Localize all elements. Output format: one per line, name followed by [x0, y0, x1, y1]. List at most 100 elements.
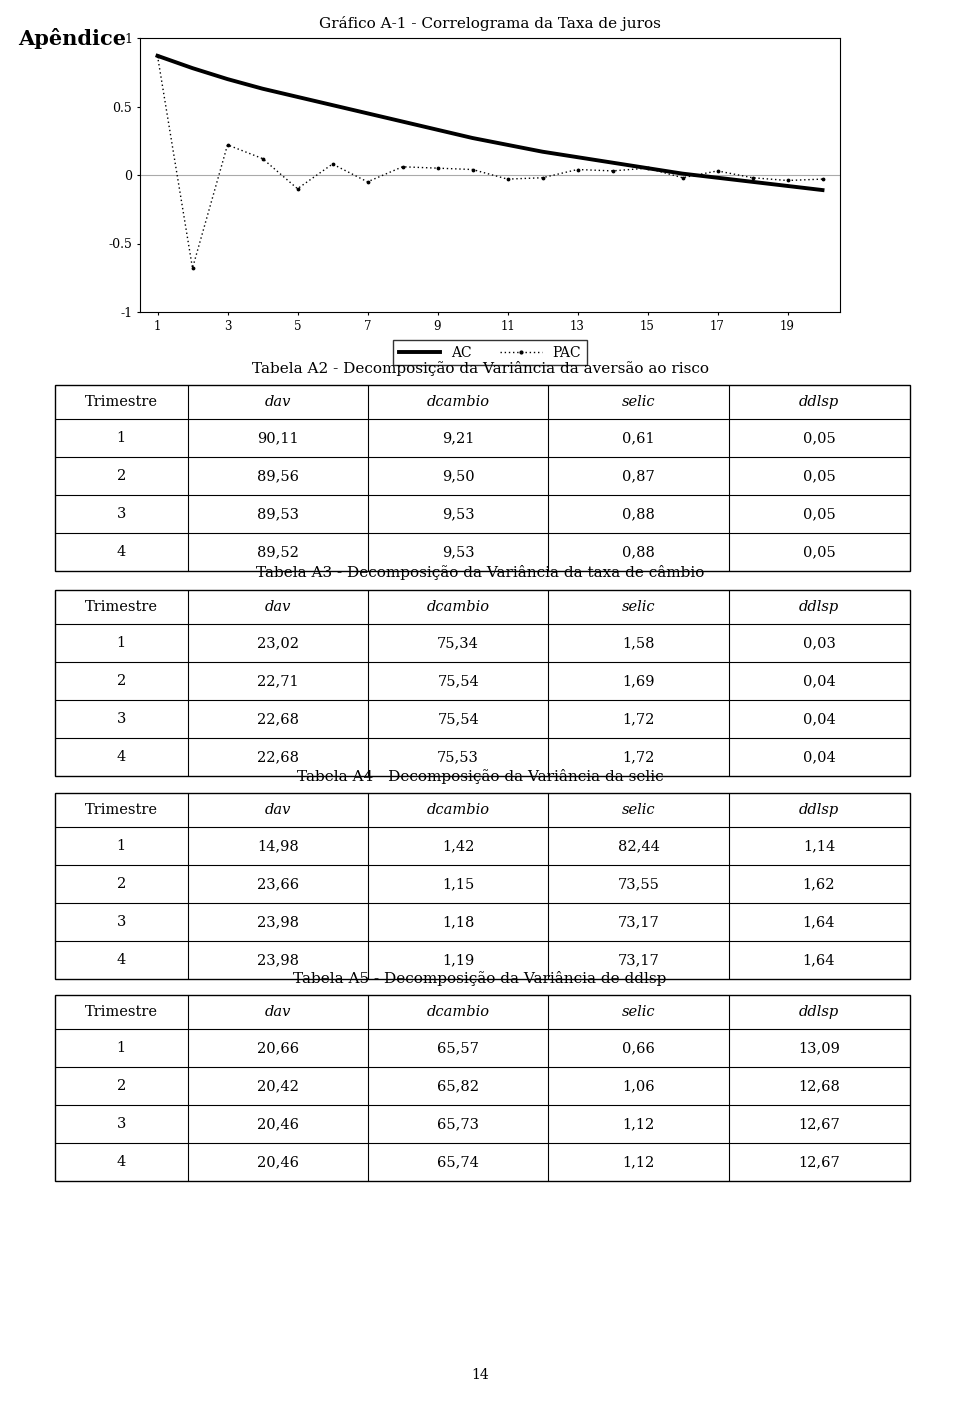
Text: Trimestre: Trimestre [84, 600, 157, 614]
Text: 82,44: 82,44 [617, 839, 660, 853]
Text: Tabela A4 - Decomposição da Variância da selic: Tabela A4 - Decomposição da Variância da… [297, 769, 663, 783]
Text: selic: selic [622, 600, 656, 614]
Text: 23,98: 23,98 [256, 915, 299, 929]
Text: 4: 4 [116, 750, 126, 764]
Text: 73,17: 73,17 [617, 915, 660, 929]
Text: dav: dav [265, 1005, 291, 1019]
Text: 1,12: 1,12 [622, 1154, 655, 1168]
Text: 0,03: 0,03 [803, 636, 835, 650]
Text: 89,53: 89,53 [256, 507, 299, 521]
Text: dcambio: dcambio [426, 600, 490, 614]
Text: selic: selic [622, 1005, 656, 1019]
Text: ddlsp: ddlsp [799, 600, 839, 614]
Text: dcambio: dcambio [426, 395, 490, 409]
Text: 14: 14 [471, 1367, 489, 1381]
Text: Tabela A5 - Decomposição da Variância de ddlsp: Tabela A5 - Decomposição da Variância de… [294, 971, 666, 985]
Text: 75,54: 75,54 [437, 674, 479, 688]
Text: 9,21: 9,21 [442, 432, 474, 446]
Text: 90,11: 90,11 [257, 432, 299, 446]
Text: dcambio: dcambio [426, 1005, 490, 1019]
Text: dav: dav [265, 600, 291, 614]
Text: 65,82: 65,82 [437, 1079, 479, 1093]
Text: 12,67: 12,67 [798, 1154, 840, 1168]
Text: 1,62: 1,62 [803, 877, 835, 891]
Text: 2: 2 [116, 674, 126, 688]
Text: 23,98: 23,98 [256, 953, 299, 967]
Text: ddlsp: ddlsp [799, 803, 839, 817]
Text: 20,42: 20,42 [256, 1079, 299, 1093]
Text: 22,68: 22,68 [256, 750, 299, 764]
Text: 9,50: 9,50 [442, 469, 474, 483]
Text: 0,66: 0,66 [622, 1041, 655, 1055]
Text: 89,52: 89,52 [256, 545, 299, 559]
Text: 1: 1 [117, 1041, 126, 1055]
Text: 1,72: 1,72 [622, 712, 655, 726]
Text: 0,04: 0,04 [803, 750, 835, 764]
Text: 20,46: 20,46 [256, 1154, 299, 1168]
Text: 0,88: 0,88 [622, 545, 655, 559]
Text: Trimestre: Trimestre [84, 395, 157, 409]
Text: 1,58: 1,58 [622, 636, 655, 650]
Text: dav: dav [265, 395, 291, 409]
Text: 1: 1 [117, 839, 126, 853]
Text: 3: 3 [116, 507, 126, 521]
Text: 2: 2 [116, 469, 126, 483]
Text: 12,68: 12,68 [798, 1079, 840, 1093]
Text: 13,09: 13,09 [798, 1041, 840, 1055]
Text: 1,06: 1,06 [622, 1079, 655, 1093]
Text: 65,73: 65,73 [437, 1117, 479, 1131]
Legend: AC, PAC: AC, PAC [394, 340, 587, 366]
Text: Trimestre: Trimestre [84, 803, 157, 817]
Text: 0,88: 0,88 [622, 507, 655, 521]
Text: 9,53: 9,53 [442, 545, 474, 559]
Text: 23,02: 23,02 [256, 636, 299, 650]
Text: 0,61: 0,61 [622, 432, 655, 446]
Text: 0,87: 0,87 [622, 469, 655, 483]
Text: 20,46: 20,46 [256, 1117, 299, 1131]
Text: 4: 4 [116, 1154, 126, 1168]
Text: 14,98: 14,98 [257, 839, 299, 853]
Text: ddlsp: ddlsp [799, 395, 839, 409]
Text: 65,57: 65,57 [437, 1041, 479, 1055]
Text: 23,66: 23,66 [256, 877, 299, 891]
Text: 1,42: 1,42 [442, 839, 474, 853]
Text: 3: 3 [116, 712, 126, 726]
Text: 1,15: 1,15 [442, 877, 474, 891]
Text: dcambio: dcambio [426, 803, 490, 817]
Text: 22,71: 22,71 [257, 674, 299, 688]
Text: 4: 4 [116, 953, 126, 967]
Text: 4: 4 [116, 545, 126, 559]
Text: 75,34: 75,34 [437, 636, 479, 650]
Text: Apêndice: Apêndice [18, 28, 126, 49]
Text: 1,72: 1,72 [622, 750, 655, 764]
Text: 89,56: 89,56 [256, 469, 299, 483]
Text: dav: dav [265, 803, 291, 817]
Text: 1: 1 [117, 636, 126, 650]
Text: selic: selic [622, 395, 656, 409]
Text: 3: 3 [116, 1117, 126, 1131]
Text: 75,53: 75,53 [437, 750, 479, 764]
Text: 0,04: 0,04 [803, 712, 835, 726]
Text: 75,54: 75,54 [437, 712, 479, 726]
Text: 22,68: 22,68 [256, 712, 299, 726]
Text: 3: 3 [116, 915, 126, 929]
Text: 0,05: 0,05 [803, 469, 835, 483]
Text: Tabela A3 - Decomposição da Variância da taxa de câmbio: Tabela A3 - Decomposição da Variância da… [255, 566, 705, 580]
Text: 20,66: 20,66 [256, 1041, 299, 1055]
Text: 1,19: 1,19 [442, 953, 474, 967]
Text: 0,05: 0,05 [803, 432, 835, 446]
Text: 0,04: 0,04 [803, 674, 835, 688]
Text: 2: 2 [116, 877, 126, 891]
Text: selic: selic [622, 803, 656, 817]
Text: 1,69: 1,69 [622, 674, 655, 688]
Text: Trimestre: Trimestre [84, 1005, 157, 1019]
Text: 1,64: 1,64 [803, 953, 835, 967]
Text: 2: 2 [116, 1079, 126, 1093]
Text: 0,05: 0,05 [803, 545, 835, 559]
Text: 0,05: 0,05 [803, 507, 835, 521]
Text: 1,12: 1,12 [622, 1117, 655, 1131]
Text: 73,17: 73,17 [617, 953, 660, 967]
Text: 1,64: 1,64 [803, 915, 835, 929]
Text: 65,74: 65,74 [437, 1154, 479, 1168]
Text: 12,67: 12,67 [798, 1117, 840, 1131]
